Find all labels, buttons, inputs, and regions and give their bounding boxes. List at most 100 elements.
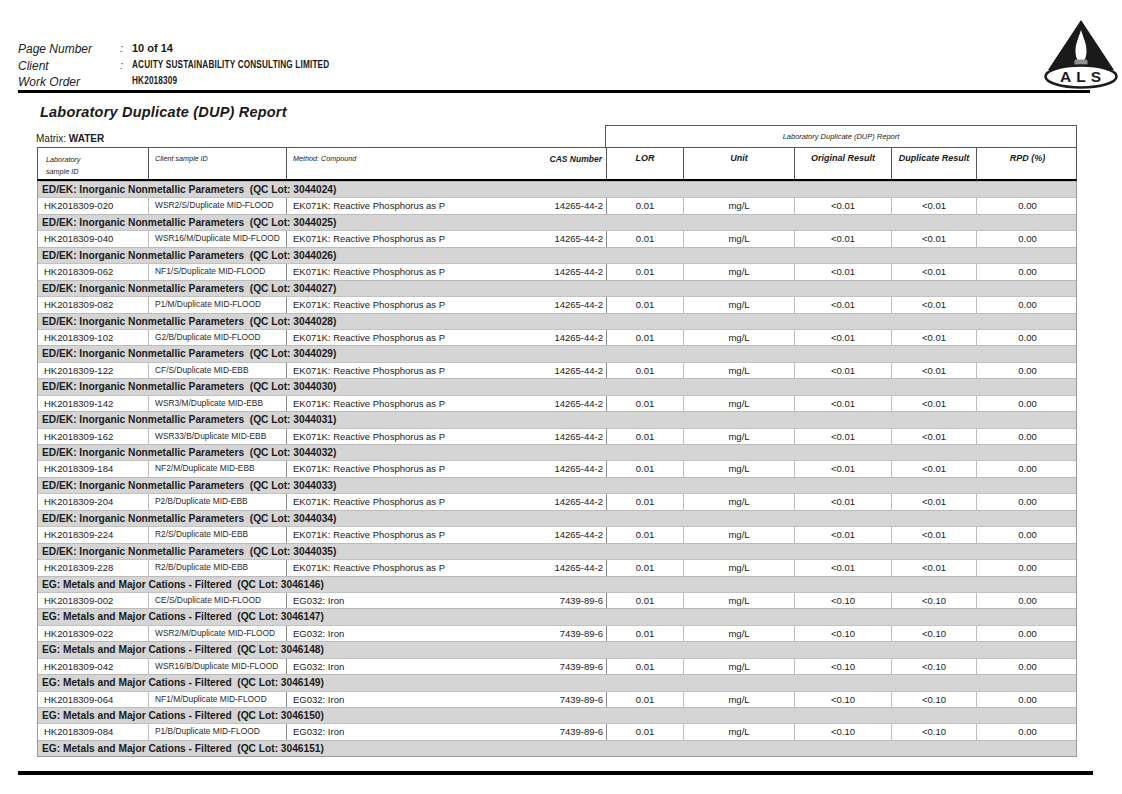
duplicate-result-cell: <0.01 <box>891 494 976 509</box>
original-result-cell: <0.01 <box>794 429 891 444</box>
separator <box>120 75 132 89</box>
method-compound-cell: EK071K: Reactive Phosphorus as P <box>286 198 506 213</box>
client-value: ACUITY SUSTAINABILITY CONSULTING LIMITED <box>132 59 329 73</box>
qc-section-header: ED/EK: Inorganic Nonmetallic Parameters … <box>38 280 1076 296</box>
qc-section-header: ED/EK: Inorganic Nonmetallic Parameters … <box>38 214 1076 230</box>
sample-row: HK2018309-062NF1/S/Duplicate MID-FLOODEK… <box>38 263 1076 279</box>
lor-cell: 0.01 <box>606 198 683 213</box>
method-compound-cell: EK071K: Reactive Phosphorus as P <box>286 264 506 279</box>
duplicate-result-cell: <0.01 <box>891 264 976 279</box>
cas-number-cell: 14265-44-2 <box>506 560 606 575</box>
lab-sample-id-cell: HK2018309-042 <box>38 659 148 674</box>
sample-row: HK2018309-084P1/B/Duplicate MID-FLOODEG0… <box>38 723 1076 739</box>
rpd-cell: 0.00 <box>976 626 1078 641</box>
lab-sample-id-cell: HK2018309-228 <box>38 560 148 575</box>
original-result-cell: <0.01 <box>794 330 891 345</box>
qc-section-header: ED/EK: Inorganic Nonmetallic Parameters … <box>38 543 1076 559</box>
client-sample-id-cell: NF1/S/Duplicate MID-FLOOD <box>148 264 286 279</box>
original-result-cell: <0.01 <box>794 231 891 246</box>
page-number-value: 10 of 14 <box>132 42 173 56</box>
cas-number-cell: 14265-44-2 <box>506 494 606 509</box>
original-result-cell: <0.01 <box>794 297 891 312</box>
lor-cell: 0.01 <box>606 692 683 707</box>
report-title: Laboratory Duplicate (DUP) Report <box>40 104 287 120</box>
rpd-cell: 0.00 <box>976 231 1078 246</box>
sample-row: HK2018309-162WSR33/B/Duplicate MID-EBBEK… <box>38 428 1076 444</box>
cas-number-cell: 14265-44-2 <box>506 264 606 279</box>
dup-report-table: Laboratory Duplicate (DUP) Report Labora… <box>37 125 1077 757</box>
original-result-cell: <0.10 <box>794 626 891 641</box>
original-result-cell: <0.01 <box>794 264 891 279</box>
lor-cell: 0.01 <box>606 494 683 509</box>
unit-cell: mg/L <box>683 527 794 542</box>
method-compound-cell: EK071K: Reactive Phosphorus as P <box>286 231 506 246</box>
rpd-cell: 0.00 <box>976 724 1078 739</box>
sample-row: HK2018309-040WSR16/M/Duplicate MID-FLOOD… <box>38 230 1076 246</box>
method-compound-cell: EK071K: Reactive Phosphorus as P <box>286 330 506 345</box>
cas-number-cell: 7439-89-6 <box>506 724 606 739</box>
table-group-header-row: Laboratory Duplicate (DUP) Report <box>37 125 1077 147</box>
method-compound-cell: EK071K: Reactive Phosphorus as P <box>286 461 506 476</box>
cas-number-cell: 14265-44-2 <box>506 429 606 444</box>
client-sample-id-cell: R2/B/Duplicate MID-EBB <box>148 560 286 575</box>
qc-section-header: ED/EK: Inorganic Nonmetallic Parameters … <box>38 313 1076 329</box>
table-body: ED/EK: Inorganic Nonmetallic Parameters … <box>37 181 1077 757</box>
lor-cell: 0.01 <box>606 560 683 575</box>
col-unit: Unit <box>683 148 794 179</box>
client-sample-id-cell: P1/B/Duplicate MID-FLOOD <box>148 724 286 739</box>
table-column-header-row: Laboratorysample ID Client sample ID Met… <box>37 147 1077 181</box>
cas-number-cell: 14265-44-2 <box>506 527 606 542</box>
method-compound-cell: EG032: Iron <box>286 659 506 674</box>
client-label: Client <box>18 59 120 73</box>
client-sample-id-cell: P2/B/Duplicate MID-EBB <box>148 494 286 509</box>
original-result-cell: <0.01 <box>794 527 891 542</box>
method-compound-cell: EK071K: Reactive Phosphorus as P <box>286 429 506 444</box>
original-result-cell: <0.01 <box>794 494 891 509</box>
lab-sample-id-cell: HK2018309-102 <box>38 330 148 345</box>
lor-cell: 0.01 <box>606 593 683 608</box>
cas-number-cell: 7439-89-6 <box>506 593 606 608</box>
lab-sample-id-cell: HK2018309-122 <box>38 363 148 378</box>
sample-row: HK2018309-142WSR3/M/Duplicate MID-EBBEK0… <box>38 395 1076 411</box>
method-compound-cell: EK071K: Reactive Phosphorus as P <box>286 297 506 312</box>
sample-row: HK2018309-122CF/S/Duplicate MID-EBBEK071… <box>38 362 1076 378</box>
lab-sample-id-cell: HK2018309-020 <box>38 198 148 213</box>
lor-cell: 0.01 <box>606 429 683 444</box>
qc-section-header: ED/EK: Inorganic Nonmetallic Parameters … <box>38 444 1076 460</box>
method-compound-cell: EK071K: Reactive Phosphorus as P <box>286 527 506 542</box>
original-result-cell: <0.10 <box>794 692 891 707</box>
duplicate-result-cell: <0.01 <box>891 527 976 542</box>
unit-cell: mg/L <box>683 231 794 246</box>
original-result-cell: <0.10 <box>794 593 891 608</box>
qc-section-header: ED/EK: Inorganic Nonmetallic Parameters … <box>38 411 1076 427</box>
lab-sample-id-cell: HK2018309-062 <box>38 264 148 279</box>
client-sample-id-cell: WSR33/B/Duplicate MID-EBB <box>148 429 286 444</box>
duplicate-result-cell: <0.01 <box>891 198 976 213</box>
rpd-cell: 0.00 <box>976 659 1078 674</box>
lor-cell: 0.01 <box>606 264 683 279</box>
unit-cell: mg/L <box>683 494 794 509</box>
unit-cell: mg/L <box>683 198 794 213</box>
sample-row: HK2018309-228R2/B/Duplicate MID-EBBEK071… <box>38 559 1076 575</box>
method-compound-cell: EK071K: Reactive Phosphorus as P <box>286 363 506 378</box>
page-number-label: Page Number <box>18 42 120 56</box>
lor-cell: 0.01 <box>606 297 683 312</box>
lab-sample-id-cell: HK2018309-224 <box>38 527 148 542</box>
duplicate-result-cell: <0.01 <box>891 231 976 246</box>
original-result-cell: <0.10 <box>794 659 891 674</box>
rpd-cell: 0.00 <box>976 330 1078 345</box>
duplicate-result-cell: <0.10 <box>891 626 976 641</box>
duplicate-result-cell: <0.10 <box>891 593 976 608</box>
rpd-cell: 0.00 <box>976 396 1078 411</box>
original-result-cell: <0.01 <box>794 560 891 575</box>
client-sample-id-cell: WSR2/M/Duplicate MID-FLOOD <box>148 626 286 641</box>
work-order-row: Work Order HK2018309 <box>18 75 718 89</box>
duplicate-result-cell: <0.01 <box>891 297 976 312</box>
cas-number-cell: 7439-89-6 <box>506 692 606 707</box>
col-rpd: RPD (%) <box>976 148 1078 179</box>
cas-number-cell: 7439-89-6 <box>506 626 606 641</box>
separator: : <box>120 42 132 56</box>
header-rule <box>18 90 1090 93</box>
duplicate-result-cell: <0.01 <box>891 560 976 575</box>
client-row: Client : ACUITY SUSTAINABILITY CONSULTIN… <box>18 59 718 73</box>
